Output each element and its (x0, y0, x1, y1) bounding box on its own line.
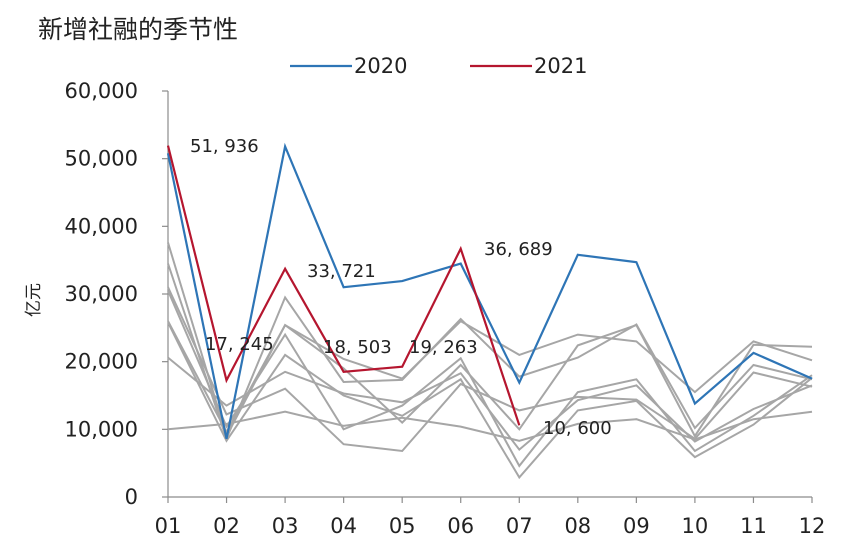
y-tick-label: 60,000 (65, 79, 138, 103)
chart-title: 新增社融的季节性 (38, 15, 238, 44)
background-series-line-6 (167, 263, 813, 442)
y-tick-label: 20,000 (65, 350, 138, 374)
x-tick-label: 02 (213, 514, 240, 538)
x-tick-label: 07 (506, 514, 533, 538)
x-tick-label: 04 (330, 514, 357, 538)
x-tick-label: 12 (799, 514, 826, 538)
x-tick-label: 10 (682, 514, 709, 538)
series-lines (166, 142, 813, 480)
data-label-01: 51, 936 (190, 136, 259, 157)
x-tick-label: 08 (564, 514, 591, 538)
y-tick-label: 40,000 (65, 214, 138, 238)
x-tick-label: 09 (623, 514, 650, 538)
axes: 0 10,000 20,000 30,000 40,000 50,000 60,000 01 0… (65, 79, 826, 538)
data-label-07: 10, 600 (543, 418, 612, 439)
y-tick-label: 10,000 (65, 417, 138, 441)
data-label-04: 18, 503 (323, 337, 392, 358)
x-tick-label: 11 (740, 514, 767, 538)
series-line-2020 (166, 142, 813, 440)
x-tick-label: 01 (155, 514, 182, 538)
background-series-line-4 (167, 290, 813, 468)
y-tick-label: 0 (125, 485, 138, 509)
data-label-03: 33, 721 (307, 261, 376, 282)
data-labels: 51, 936 17, 245 33, 721 18, 503 19, 263 36, 6… (190, 136, 612, 439)
y-tick-label: 30,000 (65, 282, 138, 306)
legend-label-2020: 2020 (354, 54, 407, 78)
y-tick-label: 50,000 (65, 147, 138, 171)
data-label-05: 19, 263 (409, 337, 478, 358)
series-line-2021 (166, 145, 521, 426)
x-tick-label: 03 (272, 514, 299, 538)
y-axis-title: 亿元 (24, 283, 44, 317)
data-label-06: 36, 689 (484, 239, 553, 260)
x-tick-label: 05 (389, 514, 416, 538)
data-label-02: 17, 245 (205, 334, 274, 355)
background-series-line-8 (167, 320, 813, 439)
legend: 2020 2021 (290, 54, 587, 78)
x-tick-label: 06 (447, 514, 474, 538)
background-series-line-3 (167, 321, 813, 480)
legend-label-2021: 2021 (534, 54, 587, 78)
